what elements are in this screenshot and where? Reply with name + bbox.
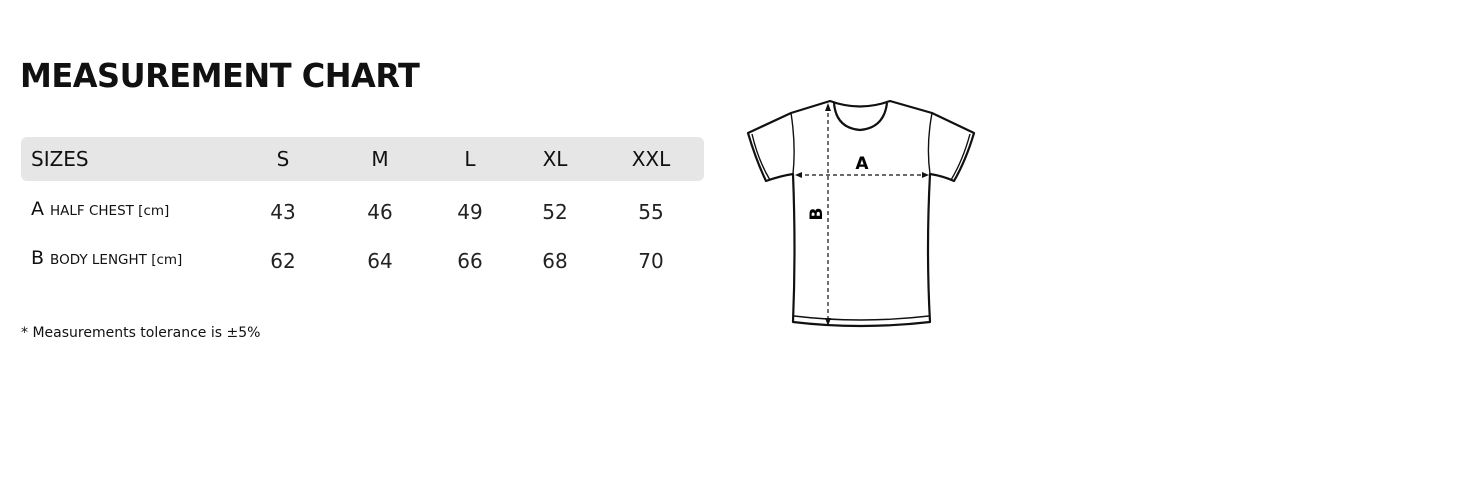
arrow-icon [795, 172, 802, 178]
table-row-label: B BODY LENGHT [cm] [31, 247, 182, 269]
row-label: HALF CHEST [cm] [50, 203, 170, 219]
row-letter: A [31, 198, 44, 220]
arrow-icon [825, 318, 831, 326]
table-cell: 43 [270, 200, 296, 224]
neckline [832, 102, 889, 132]
tshirt-diagram: A B [746, 99, 976, 328]
cuff-left [751, 133, 771, 181]
label-a: A [855, 154, 869, 174]
table-header [21, 137, 704, 181]
table-cell: 46 [367, 200, 393, 224]
table-cell: 62 [270, 249, 296, 273]
header-size-s: S [276, 147, 290, 171]
hem [793, 315, 930, 321]
row-label: BODY LENGHT [cm] [50, 252, 183, 268]
table-cell: 55 [638, 200, 664, 224]
table-cell: 70 [638, 249, 664, 273]
table-row-label: A HALF CHEST [cm] [31, 198, 169, 220]
sleeve-seam-right [927, 112, 933, 175]
cuff-right [950, 133, 971, 181]
page-title: MEASUREMENT CHART [20, 56, 420, 95]
header-size-xl: XL [542, 147, 568, 171]
tshirt-outline [746, 99, 976, 328]
arrow-icon [922, 172, 929, 178]
sleeve-seam-left [790, 112, 795, 175]
label-b: B [807, 208, 827, 221]
table-cell: 64 [367, 249, 393, 273]
arrow-icon [825, 103, 831, 111]
header-size-xxl: XXL [631, 147, 671, 171]
table-cell: 52 [542, 200, 568, 224]
header-size-l: L [464, 147, 476, 171]
row-letter: B [31, 247, 45, 269]
header-sizes: SIZES [31, 147, 89, 171]
table-cell: 66 [457, 249, 483, 273]
header-size-m: M [371, 147, 389, 171]
footnote: * Measurements tolerance is ±5% [21, 325, 261, 341]
table-cell: 49 [457, 200, 483, 224]
table-cell: 68 [542, 249, 568, 273]
